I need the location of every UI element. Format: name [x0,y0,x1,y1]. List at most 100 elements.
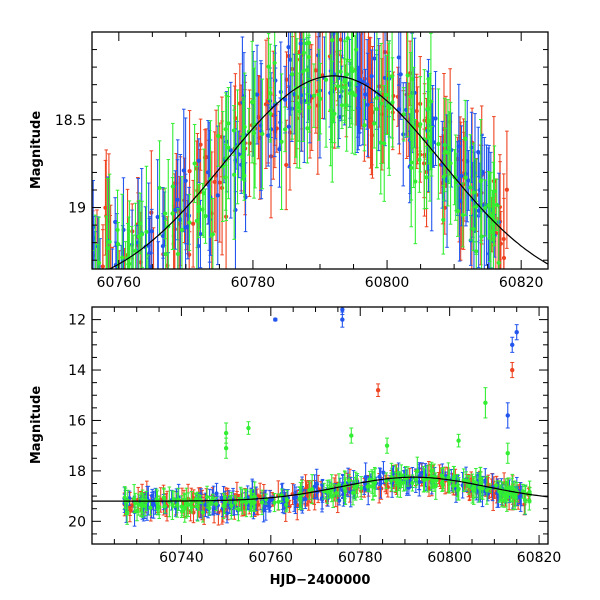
bottom-data-point [506,477,511,499]
bottom-outlier-point [510,336,515,353]
top-data-point [115,189,120,269]
top-data-point [226,87,231,160]
bottom-data-point [510,473,515,502]
top-data-point [443,127,448,176]
top-data-point [304,32,309,104]
bottom-x-tick-label: 60780 [338,550,383,566]
top-x-tick-label: 60760 [97,275,142,291]
top-data-points [92,32,509,269]
bottom-data-point [527,480,532,504]
top-data-point [212,131,217,233]
top-data-point [282,106,288,153]
top-data-point [196,138,201,184]
bottom-data-point [518,482,523,512]
bottom-data-point [478,466,483,498]
bottom-data-point [122,486,127,509]
bottom-y-tick-label: 20 [68,514,86,530]
bottom-data-point [157,495,162,519]
bottom-y-tick-label: 18 [68,464,86,480]
bottom-data-point [249,489,254,518]
top-data-point [453,134,458,221]
bottom-data-point [125,502,130,525]
bottom-data-point [155,490,160,516]
top-data-point [220,111,225,222]
bottom-data-point [180,506,185,517]
top-data-point [379,42,384,164]
bottom-data-point [470,473,475,504]
top-data-point [223,92,228,166]
top-data-point [476,126,481,178]
top-data-point [217,122,222,243]
top-data-point [349,32,354,125]
bottom-outlier-point [223,437,229,459]
top-axis-ticks: 60760 60780 60800 60820 18.5 19 [55,31,548,291]
top-data-point [128,244,132,269]
bottom-outlier-point [384,437,390,454]
bottom-x-tick-label: 60800 [427,550,472,566]
top-data-point [260,78,265,190]
top-data-point [426,77,431,165]
top-data-point [272,32,277,104]
top-data-point [155,159,160,269]
top-y-tick-label: 18.5 [55,113,86,129]
bottom-data-point [484,475,490,505]
top-data-point [175,208,181,269]
top-data-point [163,219,168,269]
bottom-data-point [161,487,166,508]
top-data-point [417,126,422,193]
bottom-x-tick-label: 60740 [159,550,204,566]
bottom-x-tick-label: 60760 [249,550,294,566]
top-data-point [504,130,509,249]
top-data-point [252,60,258,189]
top-data-point [170,122,175,251]
bottom-data-point [284,497,289,513]
top-data-point [344,58,349,152]
top-data-point [113,197,118,247]
top-data-point [157,140,162,236]
top-data-point [191,179,196,268]
top-data-point [468,134,473,241]
top-data-point [179,176,185,269]
top-data-point [369,49,374,104]
bottom-x-tick-label: 60820 [517,550,562,566]
top-data-point [433,70,438,166]
top-data-point [95,243,100,269]
top-data-point [471,206,476,252]
top-data-point [405,32,410,138]
top-data-point [429,125,434,177]
bottom-data-point [292,484,297,512]
top-data-point [210,197,215,269]
bottom-data-point [132,484,137,514]
bottom-outlier-point [456,433,461,448]
top-data-point [342,39,347,121]
top-y-axis-label: Magnitude [29,111,44,190]
top-data-point [466,150,471,211]
bottom-data-point [520,483,525,499]
bottom-plot-frame [91,306,549,545]
top-data-point [149,208,154,254]
top-x-tick-label: 60820 [499,275,544,291]
bottom-data-point [258,482,263,511]
bottom-data-point [272,493,277,513]
top-data-point [340,32,345,59]
top-data-point [396,32,401,86]
top-model-curve [108,75,548,269]
top-data-point [93,214,98,269]
top-y-tick-label: 19 [68,201,86,217]
top-data-point [483,179,488,237]
bottom-data-point [233,495,238,510]
top-data-point [232,109,237,240]
top-data-point [418,76,423,173]
top-data-point [386,42,391,169]
bottom-data-point [422,468,427,492]
top-data-point [105,177,110,269]
bottom-data-point [466,475,472,495]
top-data-point [332,84,337,144]
top-data-point [398,32,403,120]
top-data-point [101,224,105,269]
bottom-data-point [367,480,372,493]
top-data-point [486,171,491,240]
bottom-data-point [342,478,347,498]
bottom-data-point [370,471,375,501]
